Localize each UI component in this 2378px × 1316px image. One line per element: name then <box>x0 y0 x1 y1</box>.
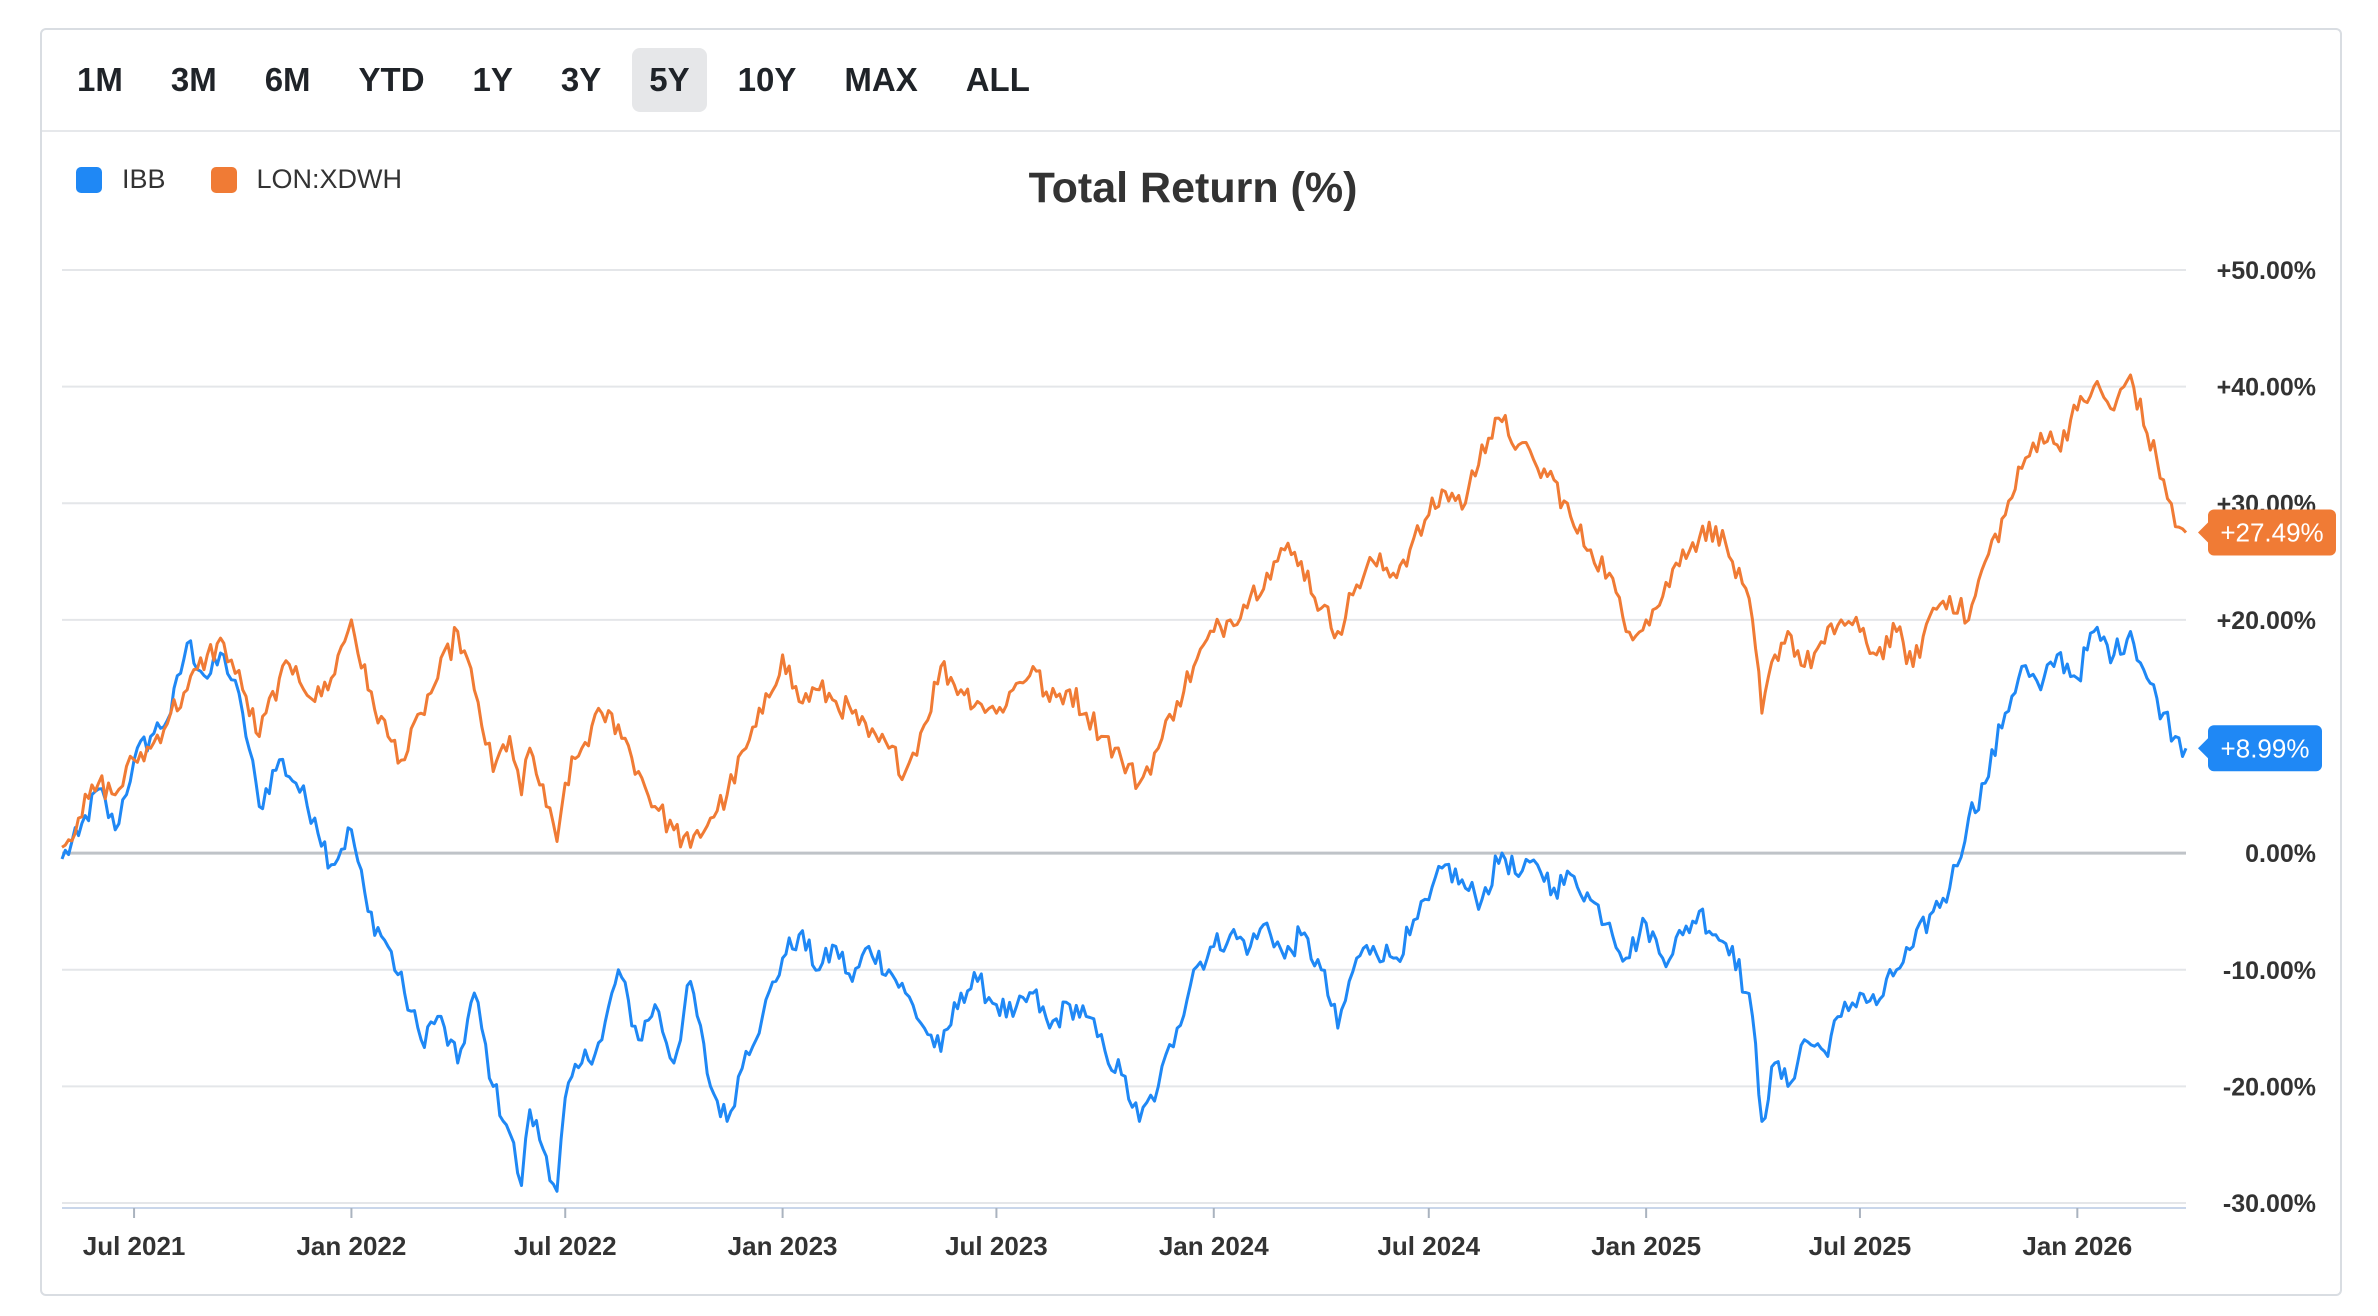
line-chart: +50.00%+40.00%+30.00%+20.00%0.00%-10.00%… <box>60 257 2336 1261</box>
x-tick-label: Jul 2024 <box>1377 1231 1480 1261</box>
y-tick-label: -20.00% <box>2223 1073 2316 1101</box>
range-3m-button[interactable]: 3M <box>170 61 217 98</box>
legend-swatch-xdwh <box>210 166 237 193</box>
value-badge <box>2208 725 2322 772</box>
range-ytd-button[interactable]: YTD <box>358 61 425 98</box>
range-5y-button[interactable]: 5Y <box>632 48 707 112</box>
x-tick-label: Jan 2023 <box>728 1231 838 1261</box>
range-max-button[interactable]: MAX <box>844 61 918 98</box>
range-1y-button[interactable]: 1Y <box>472 61 513 98</box>
y-tick-label: +20.00% <box>2217 607 2316 635</box>
y-tick-label: -10.00% <box>2223 957 2316 985</box>
x-tick-label: Jan 2022 <box>296 1231 406 1261</box>
value-badge-label: +8.99% <box>2221 733 2310 763</box>
series-line-xdwh <box>61 373 2188 849</box>
x-tick-label: Jan 2025 <box>1591 1231 1701 1261</box>
x-tick-label: Jan 2024 <box>1159 1231 1269 1261</box>
x-tick-label: Jul 2023 <box>945 1231 1048 1261</box>
series-line-ibb <box>60 625 2188 1193</box>
value-badge <box>2208 509 2336 556</box>
range-toolbar: 1M 3M 6M YTD 1Y 3Y 5Y 10Y MAX ALL <box>42 30 2340 132</box>
x-tick-label: Jul 2022 <box>514 1231 617 1261</box>
range-3y-button[interactable]: 3Y <box>560 61 602 98</box>
chart-card: 1M 3M 6M YTD 1Y 3Y 5Y 10Y MAX ALL IBB LO… <box>40 28 2342 1296</box>
x-tick-label: Jan 2026 <box>2022 1231 2132 1261</box>
value-badge-pointer <box>2198 520 2210 545</box>
legend-swatch-ibb <box>76 166 102 193</box>
y-tick-label: +40.00% <box>2217 374 2316 402</box>
legend-label-ibb: IBB <box>122 164 166 194</box>
y-tick-label: +50.00% <box>2217 257 2316 285</box>
chart-legend: IBB LON:XDWH <box>76 164 447 195</box>
chart-title: Total Return (%) <box>1028 164 1358 212</box>
y-tick-label: -30.00% <box>2223 1190 2316 1218</box>
legend-item-xdwh[interactable]: LON:XDWH <box>210 164 403 195</box>
range-6m-button[interactable]: 6M <box>264 61 311 98</box>
x-tick-label: Jul 2025 <box>1809 1231 1912 1261</box>
range-all-button[interactable]: ALL <box>965 61 1030 98</box>
range-1m-button[interactable]: 1M <box>77 61 123 98</box>
range-10y-button[interactable]: 10Y <box>737 61 797 98</box>
y-tick-label: 0.00% <box>2245 840 2316 868</box>
legend-item-ibb[interactable]: IBB <box>76 164 166 195</box>
legend-label-xdwh: LON:XDWH <box>256 164 403 194</box>
value-badge-label: +27.49% <box>2220 518 2323 548</box>
value-badge-pointer <box>2198 736 2210 761</box>
x-tick-label: Jul 2021 <box>83 1231 186 1261</box>
